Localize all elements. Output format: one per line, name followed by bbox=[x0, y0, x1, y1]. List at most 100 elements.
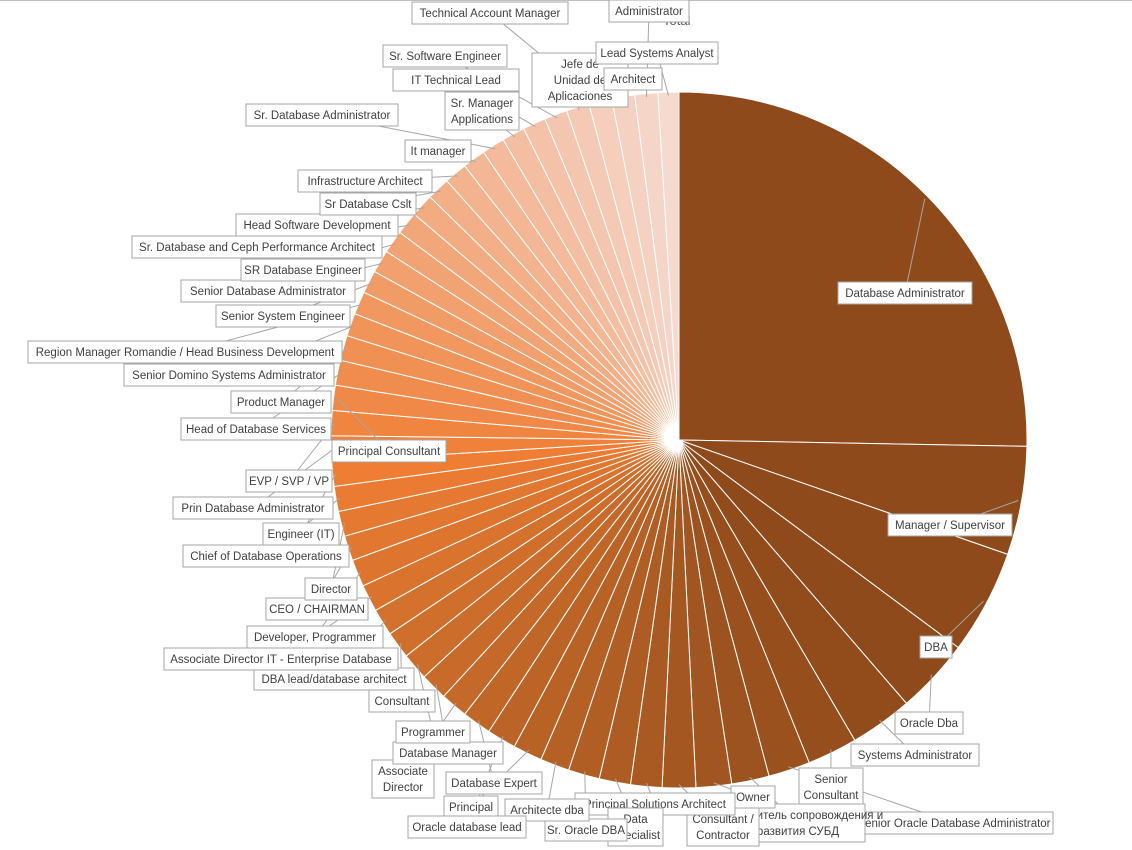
slice-label-box bbox=[608, 0, 690, 23]
slice-label-it-manager: It manager bbox=[404, 139, 472, 163]
slice-label-box bbox=[382, 44, 508, 68]
slice-label-senior-domino-systems-administrator: Senior Domino Systems Administrator bbox=[123, 363, 335, 387]
slice-label-database-manager: Database Manager bbox=[392, 741, 504, 765]
slice-label-region-manager-romandie-head-business-development: Region Manager Romandie / Head Business … bbox=[27, 340, 343, 364]
slice-label-text: Sr. Manager Applications bbox=[451, 98, 514, 126]
pie-slice-lead-systems-analyst bbox=[657, 91, 680, 441]
slice-label-text: Jefe de Unidad de Aplicaciones bbox=[548, 59, 613, 103]
slice-label-box bbox=[887, 513, 1013, 537]
slice-label-sr-database-administrator: Sr. Database Administrator bbox=[245, 103, 399, 127]
slice-label-text: IT Technical Lead bbox=[411, 75, 501, 87]
slice-label-box bbox=[215, 304, 351, 328]
slice-label-text: DBA lead/database architect bbox=[261, 674, 407, 686]
slice-label-box bbox=[603, 67, 663, 91]
slice-label-developer-programmer: Developer, Programmer bbox=[246, 625, 384, 649]
slice-label-text: Administrator bbox=[615, 6, 683, 18]
slice-label-associate-director: Associate Director bbox=[371, 759, 435, 799]
slice-label-box bbox=[240, 258, 366, 282]
slice-label-text: Principal Consultant bbox=[338, 446, 441, 458]
slice-label-text: Sr Database Cslt bbox=[325, 199, 413, 211]
slice-label-box bbox=[444, 91, 520, 131]
slice-label-systems-administrator: Systems Administrator bbox=[850, 743, 980, 767]
slice-label-text: Oracle database lead bbox=[412, 822, 521, 834]
slice-label-box bbox=[595, 41, 719, 65]
slice-label-text: Database Manager bbox=[399, 748, 497, 760]
slice-label-lead-systems-analyst: Lead Systems Analyst bbox=[595, 41, 719, 65]
slice-label-text: Senior Consultant bbox=[804, 774, 860, 802]
slice-label-principal-consultant: Principal Consultant bbox=[331, 439, 447, 463]
slice-label-text: Chief of Database Operations bbox=[190, 551, 342, 563]
slice-label-box bbox=[245, 469, 333, 493]
slice-label-associate-director-it-enterprise-database: Associate Director IT - Enterprise Datab… bbox=[163, 647, 399, 671]
slice-label-prin-database-administrator: Prin Database Administrator bbox=[172, 496, 334, 520]
slice-label-architecte-dba: Architecte dba bbox=[504, 798, 590, 822]
slice-label-technical-account-manager: Technical Account Manager bbox=[411, 1, 569, 25]
slice-label-text: Engineer (IT) bbox=[267, 529, 334, 541]
slice-label-text: Sr. Oracle DBA bbox=[547, 825, 625, 837]
slice-label-text: Region Manager Romandie / Head Business … bbox=[36, 347, 335, 359]
slice-label-text: Developer, Programmer bbox=[254, 632, 376, 644]
slice-label-architect: Architect bbox=[603, 67, 663, 91]
slice-label-senior-consultant: Senior Consultant bbox=[798, 767, 864, 807]
slice-label-text: DBA bbox=[924, 642, 948, 654]
slice-label-sr-manager-applications: Sr. Manager Applications bbox=[444, 91, 520, 131]
slice-label-text: It manager bbox=[411, 146, 466, 158]
slice-label-box bbox=[262, 522, 340, 546]
slice-label-database-expert: Database Expert bbox=[445, 771, 543, 795]
slice-label-text: SR Database Engineer bbox=[244, 265, 362, 277]
slice-label-it-technical-lead: IT Technical Lead bbox=[392, 68, 520, 92]
slice-label-box bbox=[331, 439, 447, 463]
slice-label-dba-lead-database-architect: DBA lead/database architect bbox=[253, 667, 415, 691]
slice-label-text: Principal bbox=[449, 802, 493, 814]
slice-label-box bbox=[395, 720, 471, 744]
slice-label-box bbox=[297, 169, 433, 193]
slice-label-dba: DBA bbox=[919, 635, 953, 659]
slice-label-text: Senior Database Administrator bbox=[190, 286, 346, 298]
slice-label-chief-of-database-operations: Chief of Database Operations bbox=[182, 544, 350, 568]
slice-label-text: Owner bbox=[736, 792, 770, 804]
slice-label-senior-database-administrator: Senior Database Administrator bbox=[180, 279, 356, 303]
slice-label-text: Technical Account Manager bbox=[420, 8, 561, 20]
slice-label-text: Systems Administrator bbox=[858, 750, 973, 762]
slice-label-manager-supervisor: Manager / Supervisor bbox=[887, 513, 1013, 537]
slice-label-text: Lead Systems Analyst bbox=[600, 48, 714, 60]
slice-label-box bbox=[246, 625, 384, 649]
slice-label-sr-software-engineer: Sr. Software Engineer bbox=[382, 44, 508, 68]
slice-label-text: Senior System Engineer bbox=[221, 311, 345, 323]
slice-label-text: Programmer bbox=[401, 727, 465, 739]
slice-label-box bbox=[304, 577, 358, 601]
slice-label-principal: Principal bbox=[443, 795, 499, 819]
slice-label-box bbox=[837, 281, 973, 305]
slice-label-product-manager: Product Manager bbox=[230, 390, 332, 414]
slice-label-infrastructure-architect: Infrastructure Architect bbox=[297, 169, 433, 193]
slice-label-text: Associate Director IT - Enterprise Datab… bbox=[170, 654, 392, 666]
slice-label-box bbox=[371, 759, 435, 799]
slice-label-text: Director bbox=[311, 584, 351, 596]
slice-label-text: Consultant bbox=[375, 696, 431, 708]
slice-label-box bbox=[319, 192, 417, 216]
slice-label-text: Senior Domino Systems Administrator bbox=[132, 370, 326, 382]
slice-label-senior-oracle-database-administrator: Senior Oracle Database Administrator bbox=[854, 811, 1054, 835]
slice-label-owner: Owner bbox=[730, 785, 776, 809]
slice-label-sr-database-and-ceph-performance-architect: Sr. Database and Ceph Performance Archit… bbox=[131, 235, 383, 259]
slice-label-box bbox=[392, 68, 520, 92]
slice-label-senior-system-engineer: Senior System Engineer bbox=[215, 304, 351, 328]
slice-label-box bbox=[230, 390, 332, 414]
slice-label-text: Architect bbox=[611, 74, 657, 86]
slice-label-oracle-database-lead: Oracle database lead bbox=[407, 815, 527, 839]
slice-label-text: Architecte dba bbox=[510, 805, 584, 817]
slice-label-box bbox=[180, 417, 332, 441]
slice-label-ceo-chairman: CEO / CHAIRMAN bbox=[265, 597, 369, 621]
slice-label-administrator: Administrator bbox=[608, 0, 690, 23]
slice-label-director: Director bbox=[304, 577, 358, 601]
slice-label-consultant: Consultant bbox=[368, 689, 436, 713]
slice-label-text: CEO / CHAIRMAN bbox=[269, 604, 365, 616]
slice-label-box bbox=[407, 815, 527, 839]
slice-label-text: Oracle Dba bbox=[900, 718, 959, 730]
slice-label-text: Sr. Database Administrator bbox=[254, 110, 391, 122]
slice-label-box bbox=[172, 496, 334, 520]
slice-label-text: Product Manager bbox=[237, 397, 325, 409]
slice-label-text: Manager / Supervisor bbox=[895, 520, 1005, 532]
slice-label-sr-oracle-dba: Sr. Oracle DBA bbox=[544, 818, 628, 842]
